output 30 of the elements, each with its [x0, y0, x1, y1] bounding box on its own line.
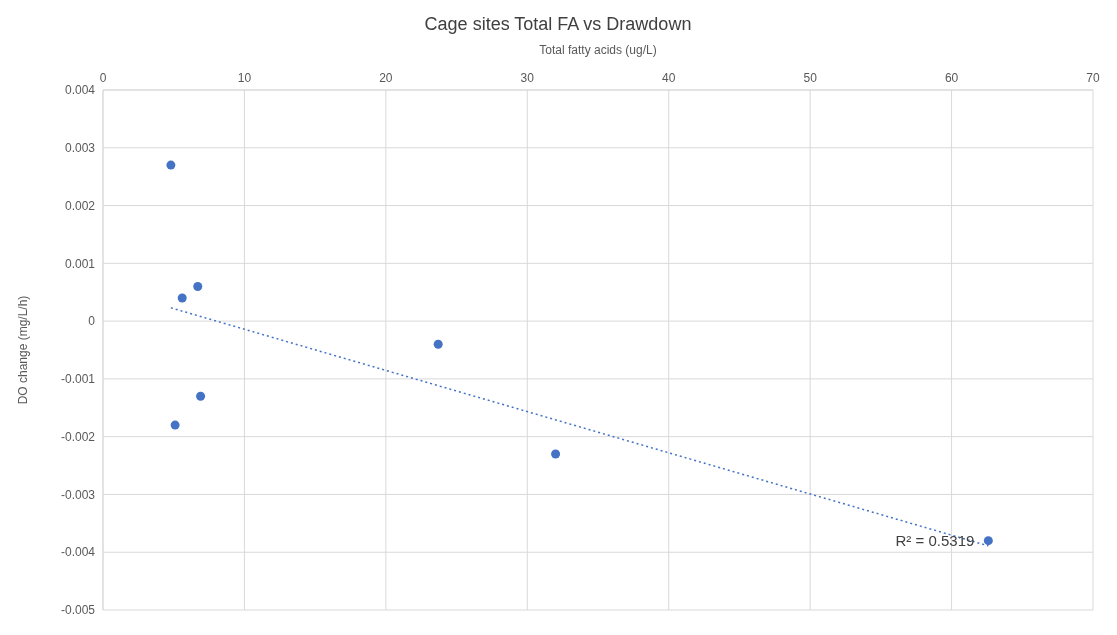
x-tick-label: 50 [803, 71, 818, 85]
point [433, 339, 443, 349]
y-tick-label: -0.005 [60, 603, 96, 618]
x-tick-label: 60 [944, 71, 959, 85]
y-tick-label: -0.004 [60, 545, 96, 560]
point [196, 391, 206, 401]
y-tick-label: -0.002 [60, 429, 96, 444]
y-tick-label: 0.003 [64, 141, 96, 156]
annotation: R² = 0.5319 [895, 531, 975, 549]
point [170, 420, 180, 430]
y-tick-label: 0.001 [64, 256, 96, 271]
y-tick-label: 0.002 [64, 198, 96, 213]
x-tick-label: 40 [662, 71, 676, 85]
point [551, 449, 561, 459]
x-tick-label: 0 [99, 71, 107, 85]
x-tick-label: 70 [1086, 71, 1100, 85]
point [177, 293, 187, 303]
y-tick-label: -0.001 [60, 372, 96, 387]
point [983, 536, 993, 546]
y-axis-title: DO change (mg/L/h) [16, 295, 31, 405]
x-axis-title: Total fatty acids (ug/L) [539, 42, 657, 57]
y-tick-label: 0 [88, 314, 96, 329]
y-tick-label: 0.004 [64, 83, 96, 98]
x-tick-label: 20 [379, 71, 393, 85]
x-tick-label: 10 [237, 71, 252, 85]
x-tick-label: 30 [520, 71, 535, 85]
chart-title: Cage sites Total FA vs Drawdown [423, 14, 693, 35]
point [166, 160, 176, 170]
y-tick-label: -0.003 [60, 487, 96, 502]
point [193, 281, 203, 291]
